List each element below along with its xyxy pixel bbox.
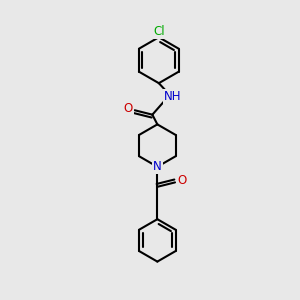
- Text: NH: NH: [164, 90, 182, 103]
- Text: O: O: [124, 102, 133, 115]
- Text: Cl: Cl: [153, 26, 165, 38]
- Text: N: N: [153, 160, 162, 173]
- Text: O: O: [177, 174, 186, 188]
